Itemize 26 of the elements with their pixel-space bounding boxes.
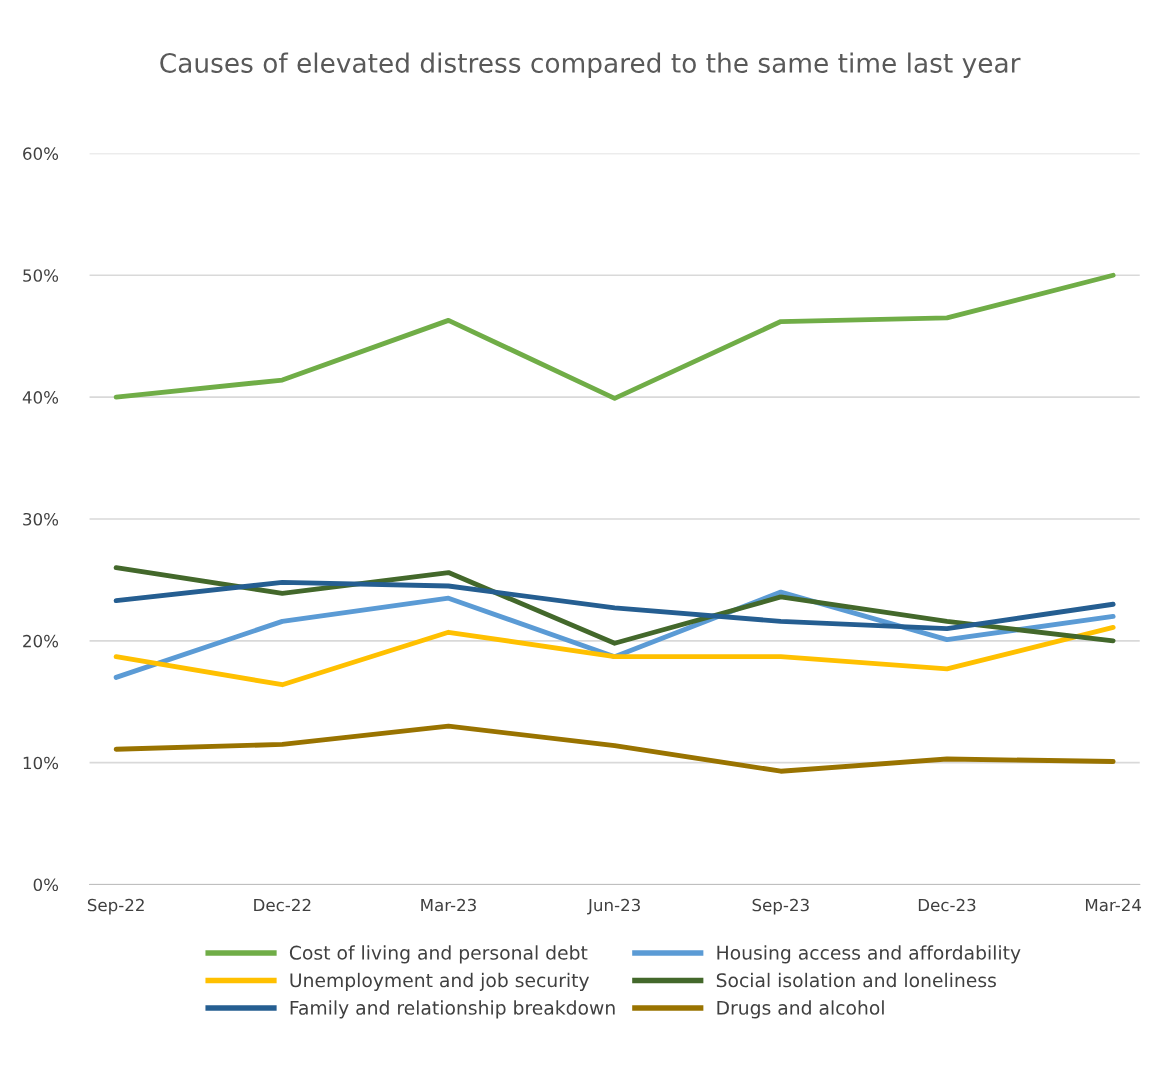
y-tick-label: 50%: [23, 269, 59, 282]
line-series: [113, 272, 1116, 401]
x-tick-label: Sep-23: [752, 898, 809, 915]
x-tick-label: Mar-24: [1085, 898, 1142, 912]
line-series: [113, 579, 1116, 632]
x-tick-label: Sep-22: [87, 898, 144, 915]
x-tick-label: Mar-23: [421, 898, 476, 912]
y-tick-label: 10%: [23, 756, 59, 770]
legend-label: Social isolation and loneliness: [716, 972, 996, 988]
y-tick-label: 30%: [23, 512, 59, 526]
line-series: [113, 625, 1116, 688]
legend-label: Cost of living and personal debt: [289, 945, 588, 964]
legend-label: Drugs and alcohol: [717, 1000, 884, 1019]
x-tick-label: Dec-22: [254, 898, 311, 912]
y-tick-label: 60%: [23, 147, 59, 160]
y-tick-label: 20%: [23, 634, 59, 648]
y-tick-label: 40%: [22, 391, 59, 404]
line-series: [113, 723, 1116, 774]
legend-label: Family and relationship breakdown: [290, 1000, 615, 1019]
legend-label: Housing access and affordability: [717, 945, 1021, 964]
chart-title: Causes of elevated distress compared to the same time last year: [160, 52, 1021, 79]
legend-label: Unemployment and job security: [290, 972, 590, 991]
y-tick-label: 0%: [33, 878, 59, 892]
x-tick-label: Jun-23: [587, 898, 640, 915]
line-series: [113, 565, 1116, 646]
x-tick-label: Dec-23: [918, 898, 976, 912]
